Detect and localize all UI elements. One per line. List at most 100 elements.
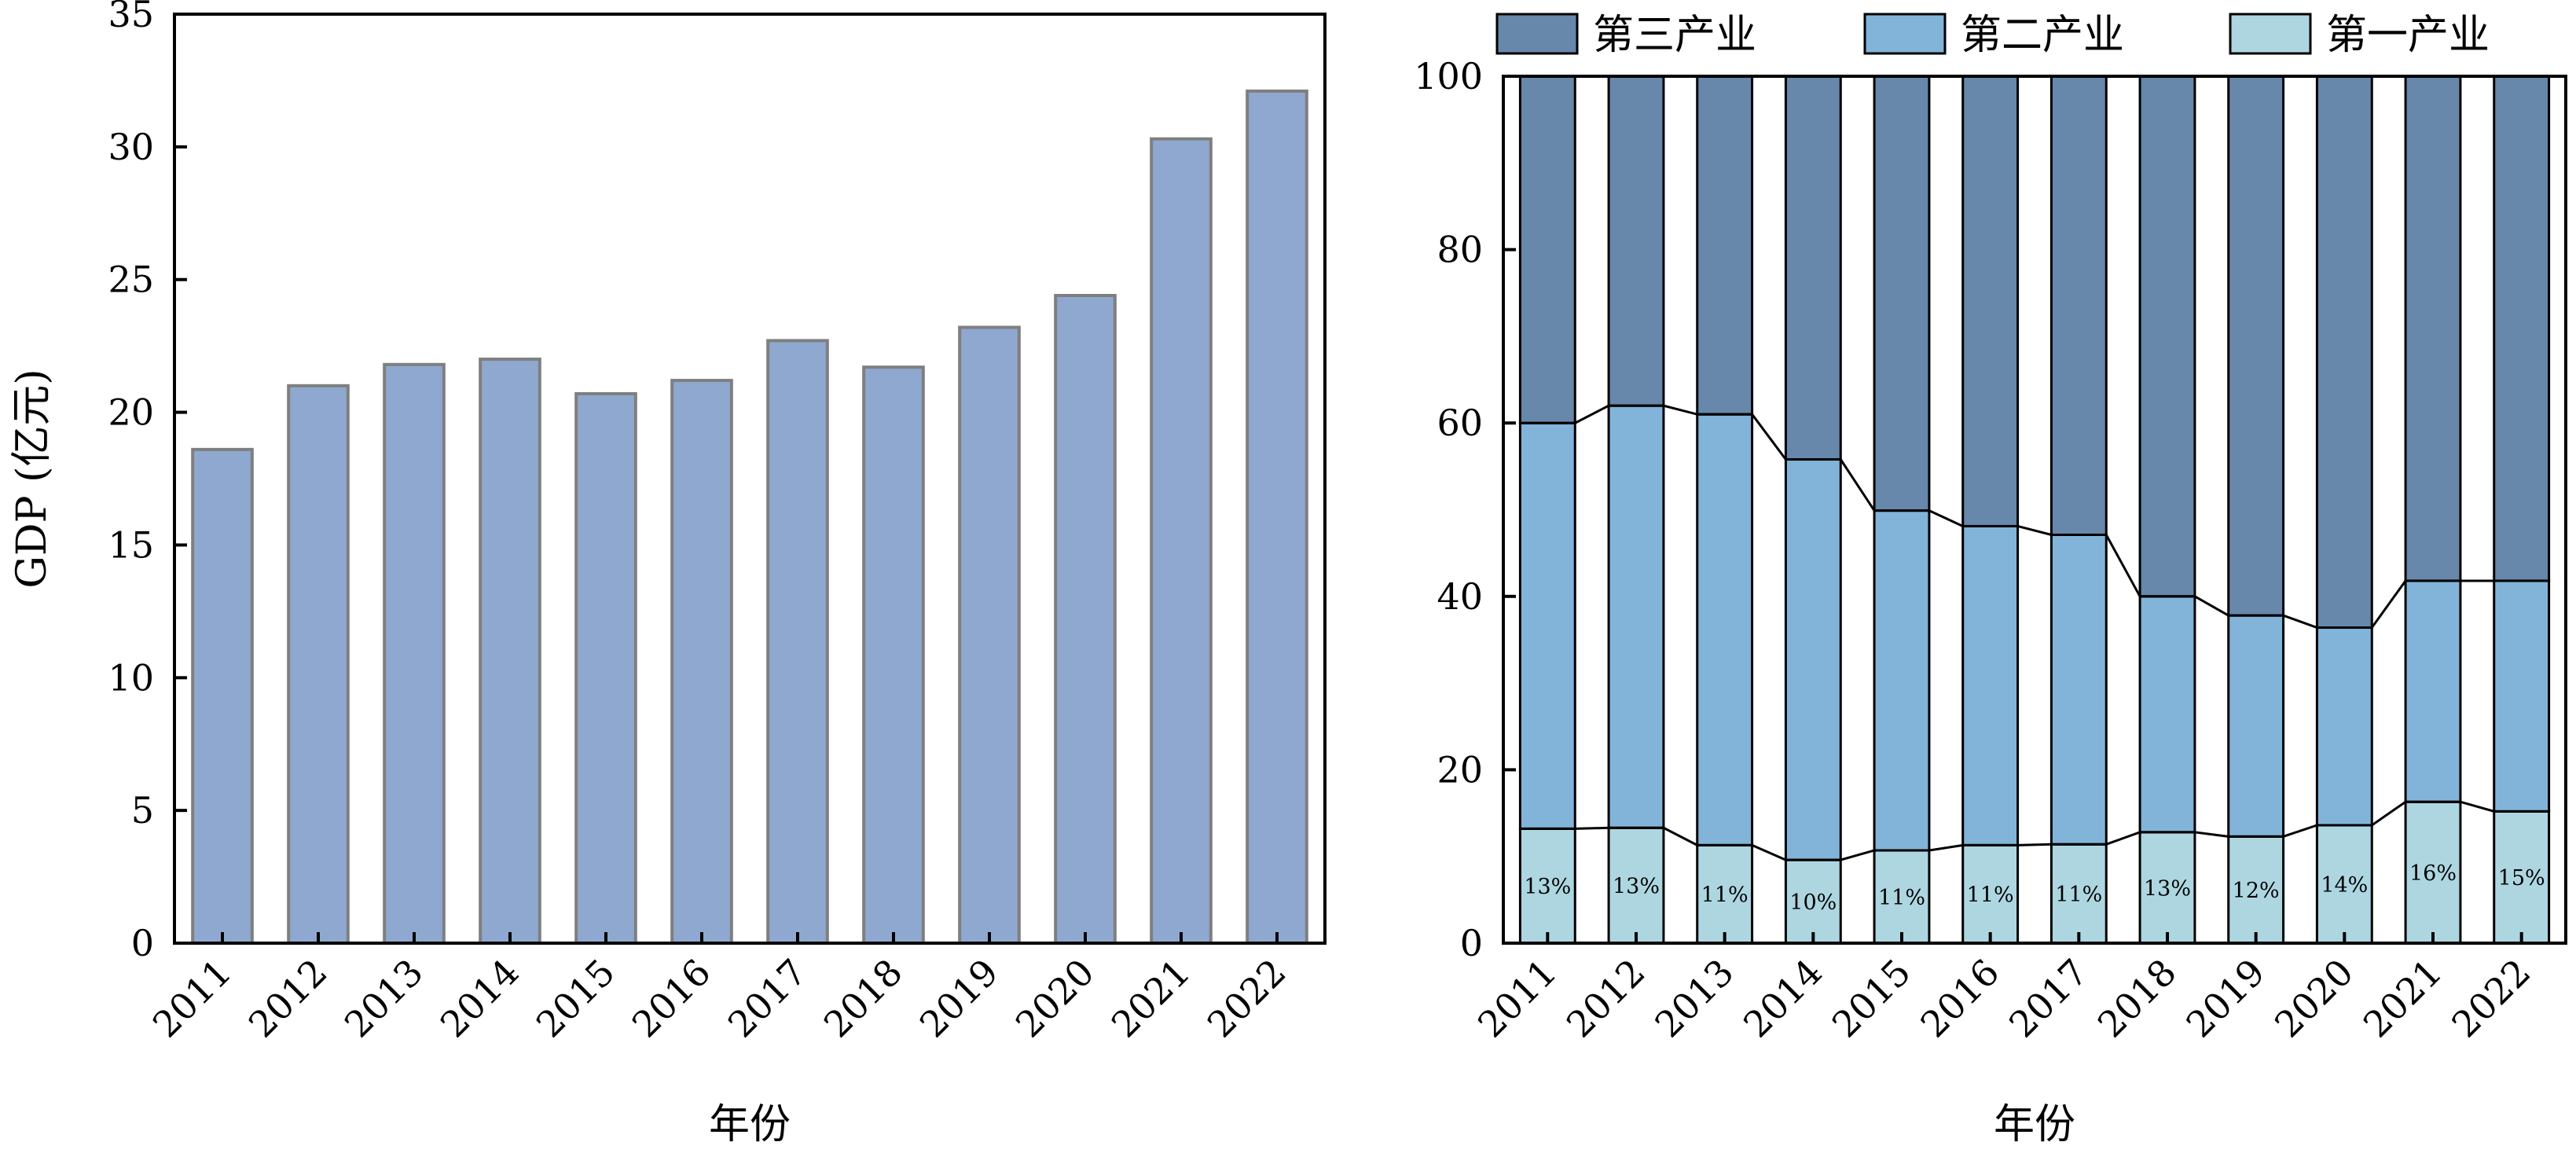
stack-segment-第三产业-2020: [2315, 75, 2373, 630]
legend-label-第二产业: 第二产业: [1961, 12, 2124, 59]
stack-segment-第二产业-2021: [2404, 579, 2462, 803]
left-y-tick-label: 5: [131, 789, 154, 832]
left-y-tick-label: 10: [108, 656, 154, 699]
stack-segment-第一产业-2014: [1784, 858, 1842, 945]
stack-segment-第二产业-2012: [1607, 404, 1665, 829]
stack-segment-第二产业-2019: [2227, 614, 2285, 838]
right-x-axis-title: 年份: [1994, 1101, 2075, 1148]
gdp-bar-2017: [766, 339, 829, 946]
left-x-tick-label: 2012: [240, 951, 336, 1046]
left-x-tick-label: 2015: [528, 951, 623, 1046]
right-x-tick-label: 2015: [1824, 951, 1919, 1046]
stack-segment-第三产业-2018: [2138, 75, 2196, 598]
gdp-bar-2020: [1054, 293, 1117, 945]
stack-segment-第二产业-2015: [1873, 509, 1931, 852]
left-y-axis-title: GDP (亿元): [9, 369, 56, 588]
stack-segment-第二产业-2022: [2493, 579, 2551, 813]
left-y-tick-label: 15: [108, 523, 154, 566]
share-label-2011: 13%: [1524, 875, 1571, 899]
legend-label-第三产业: 第三产业: [1593, 12, 1756, 59]
stack-segment-第三产业-2015: [1873, 75, 1931, 512]
gdp-bar-2021: [1150, 137, 1213, 945]
share-label-2017: 11%: [2055, 883, 2102, 907]
stack-segment-第三产业-2022: [2493, 75, 2551, 582]
share-label-2013: 11%: [1701, 883, 1749, 908]
right-y-tick-label: 20: [1437, 748, 1483, 791]
right-y-tick-label: 100: [1414, 55, 1483, 97]
left-x-axis-title: 年份: [709, 1101, 791, 1148]
stack-segment-第三产业-2019: [2227, 75, 2285, 617]
left-y-tick-label: 0: [131, 922, 154, 964]
stack-segment-第二产业-2018: [2138, 595, 2196, 834]
left-plot-frame: [173, 13, 1327, 945]
right-x-tick-label: 2019: [2178, 951, 2273, 1046]
stack-segment-第一产业-2017: [2049, 843, 2108, 945]
right-y-tick-label: 40: [1437, 575, 1483, 618]
gdp-bar-2014: [479, 358, 541, 945]
left-x-tick-label: 2013: [336, 951, 431, 1046]
stack-segment-第三产业-2013: [1696, 75, 1754, 416]
share-label-2020: 14%: [2321, 873, 2368, 898]
share-label-2012: 13%: [1613, 875, 1660, 899]
stack-segment-第二产业-2017: [2049, 533, 2108, 846]
legend-swatch-第三产业: [1495, 13, 1579, 55]
stack-segment-第三产业-2011: [1518, 75, 1576, 424]
right-y-tick-label: 80: [1437, 229, 1483, 271]
share-label-2021: 16%: [2409, 861, 2457, 886]
left-x-tick-label: 2019: [912, 951, 1007, 1046]
left-x-tick-label: 2017: [720, 951, 815, 1046]
gdp-bar-2018: [862, 365, 925, 946]
stack-segment-第一产业-2022: [2493, 810, 2551, 945]
cumulative-line-第二产业: [1520, 404, 2549, 630]
legend-label-第一产业: 第一产业: [2326, 12, 2490, 59]
left-x-tick-label: 2014: [432, 951, 527, 1046]
gdp-bar-2019: [958, 325, 1021, 945]
share-label-2019: 12%: [2233, 879, 2280, 903]
right-x-tick-label: 2020: [2266, 951, 2361, 1046]
right-x-tick-label: 2011: [1470, 951, 1565, 1046]
stack-segment-第三产业-2014: [1784, 75, 1842, 461]
right-x-tick-label: 2017: [2001, 951, 2096, 1046]
left-x-tick-label: 2021: [1103, 951, 1198, 1046]
stack-segment-第二产业-2011: [1518, 421, 1576, 830]
stack-segment-第一产业-2013: [1696, 843, 1754, 945]
stack-segment-第一产业-2015: [1873, 849, 1931, 945]
left-x-tick-label: 2022: [1199, 951, 1294, 1046]
legend-swatch-第二产业: [1863, 13, 1947, 55]
gdp-bar-2015: [574, 391, 637, 945]
share-label-2016: 11%: [1967, 883, 2014, 908]
right-plot-frame: [1502, 75, 2567, 945]
gdp-bar-2012: [287, 384, 350, 945]
left-x-tick-label: 2016: [624, 951, 719, 1046]
right-x-tick-label: 2021: [2355, 951, 2450, 1046]
share-label-2015: 11%: [1878, 886, 1925, 910]
right-y-tick-label: 60: [1437, 402, 1483, 444]
share-label-2022: 15%: [2498, 866, 2545, 890]
right-x-tick-label: 2014: [1735, 951, 1830, 1046]
industry-share-stacked-chart: 13% 13% 11% 10% 11% 11% 11% 13% 12% 14% 16% 15% 020…: [1414, 12, 2567, 1148]
left-y-tick-label: 35: [108, 0, 154, 35]
stack-segment-第二产业-2014: [1784, 458, 1842, 861]
stack-segment-第一产业-2018: [2138, 831, 2196, 945]
stack-segment-第三产业-2017: [2049, 75, 2108, 536]
right-x-tick-label: 2012: [1558, 951, 1653, 1046]
stack-segment-第二产业-2013: [1696, 413, 1754, 846]
left-x-tick-label: 2020: [1007, 951, 1103, 1046]
left-x-tick-label: 2011: [145, 951, 240, 1046]
stack-segment-第二产业-2020: [2315, 626, 2373, 827]
right-y-tick-label: 0: [1460, 922, 1483, 964]
stack-segment-第三产业-2012: [1607, 75, 1665, 407]
left-y-tick-label: 20: [108, 391, 154, 434]
share-label-2018: 13%: [2144, 876, 2191, 901]
stack-segment-第一产业-2021: [2404, 800, 2462, 945]
cumulative-line-第一产业: [1520, 800, 2549, 861]
gdp-bar-2013: [383, 362, 446, 946]
right-x-tick-label: 2018: [2090, 951, 2185, 1046]
left-y-tick-label: 25: [108, 259, 154, 301]
gdp-bar-2016: [670, 379, 733, 945]
left-y-tick-label: 30: [108, 126, 154, 168]
stack-segment-第三产业-2016: [1961, 75, 2020, 527]
